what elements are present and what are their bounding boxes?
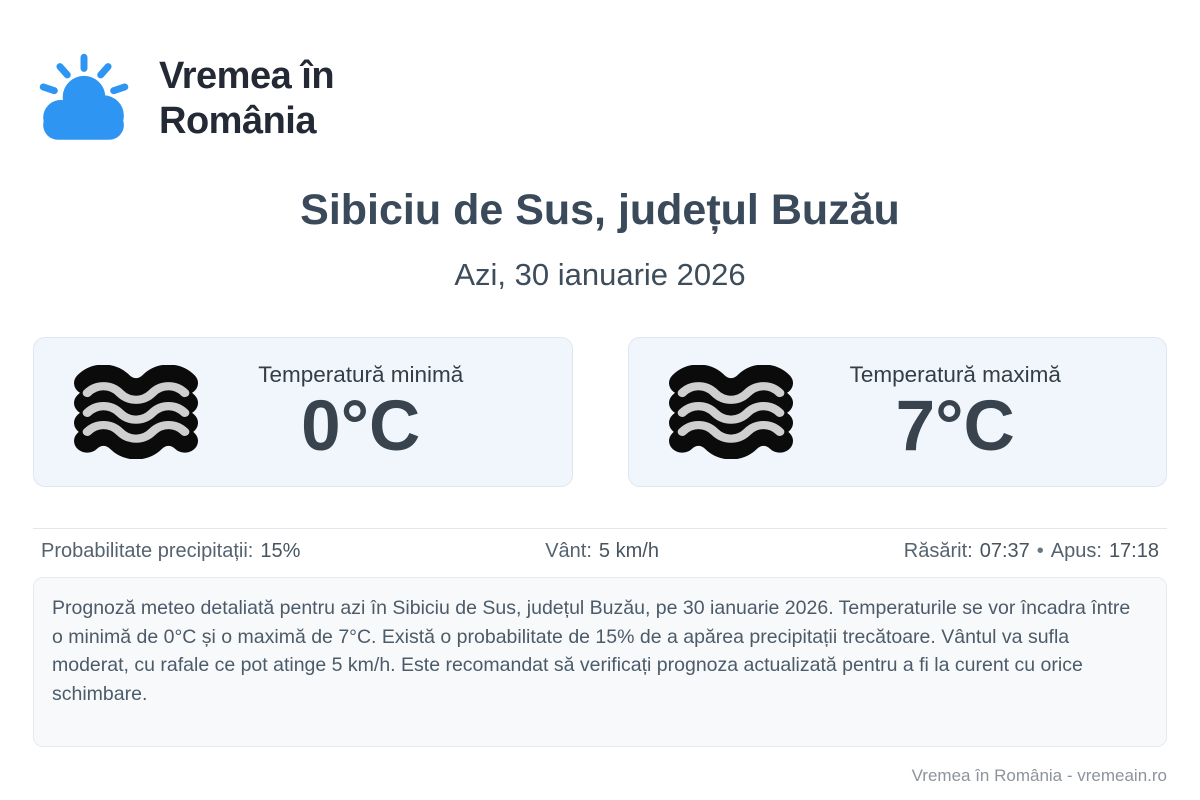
brand-name-line1: Vremea în	[159, 55, 335, 98]
forecast-summary-box: Prognoză meteo detaliată pentru azi în S…	[33, 577, 1167, 747]
fog-icon	[74, 365, 198, 459]
footer-credit: Vremea în România - vremeain.ro	[911, 766, 1167, 785]
sunset-label: Apus:	[1050, 540, 1102, 562]
wind-label: Vânt:	[545, 540, 592, 562]
page-title: Sibiciu de Sus, județul Buzău	[300, 186, 900, 234]
sunrise-value: 07:37	[979, 540, 1030, 562]
bullet-separator: •	[1036, 540, 1044, 562]
precipitation-label: Probabilitate precipitații:	[41, 540, 254, 562]
max-temp-value: 7°C	[895, 387, 1015, 466]
divider	[33, 528, 1167, 529]
stats-row: Probabilitate precipitații: 15% Vânt: 5 …	[33, 540, 1167, 563]
min-temp-text: Temperatură minimă 0°C	[198, 362, 524, 462]
fog-icon	[668, 365, 793, 459]
max-temp-text: Temperatură maximă 7°C	[793, 362, 1119, 462]
wind-stat: Vânt: 5 km/h	[545, 540, 659, 563]
min-temp-value: 0°C	[301, 387, 421, 466]
brand-name: Vremea în România	[159, 54, 335, 144]
temperature-cards: Temperatură minimă 0°C Temperatu	[33, 337, 1167, 487]
sunrise-label: Răsărit:	[903, 540, 973, 562]
cloud-sun-icon	[39, 53, 129, 140]
sunset-value: 17:18	[1108, 540, 1159, 562]
brand-name-line2: România	[159, 100, 316, 142]
sun-times-stat: Răsărit: 07:37 • Apus: 17:18	[904, 540, 1159, 563]
max-temperature-card: Temperatură maximă 7°C	[627, 337, 1167, 487]
forecast-text: Prognoză meteo detaliată pentru azi în S…	[52, 597, 1131, 705]
precipitation-value: 15%	[260, 540, 301, 562]
min-temp-label: Temperatură minimă	[258, 362, 464, 387]
max-temp-label: Temperatură maximă	[849, 362, 1061, 387]
precipitation-stat: Probabilitate precipitații: 15%	[41, 540, 300, 563]
min-temperature-card: Temperatură minimă 0°C	[33, 337, 573, 487]
logo: Vremea în România	[33, 0, 1167, 148]
date-subtitle: Azi, 30 ianuarie 2026	[454, 257, 746, 292]
wind-value: 5 km/h	[598, 540, 659, 562]
